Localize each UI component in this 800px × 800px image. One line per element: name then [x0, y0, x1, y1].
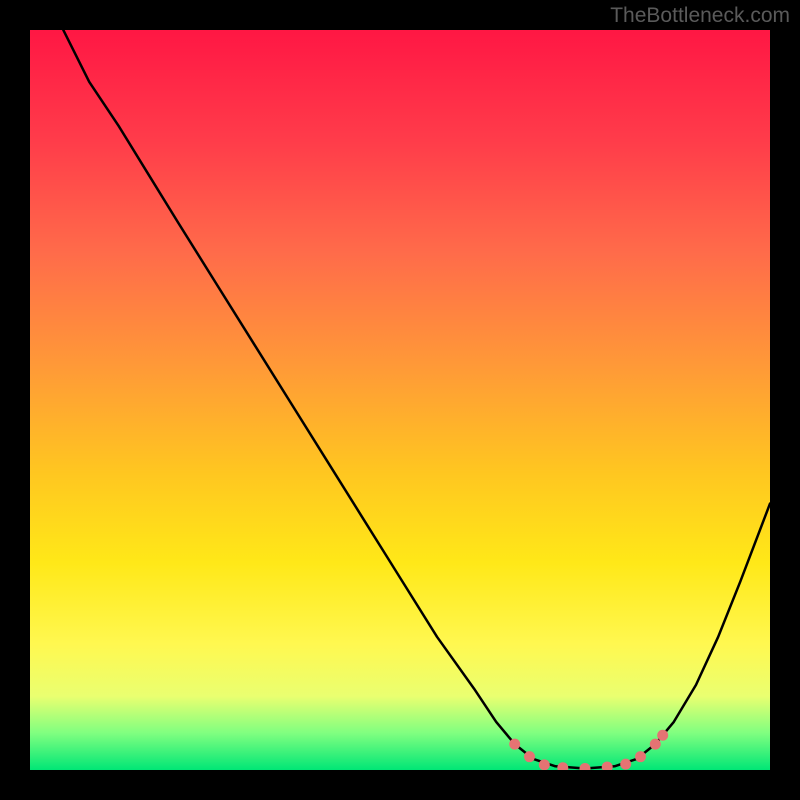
watermark-text: TheBottleneck.com: [610, 4, 790, 28]
curve-marker: [524, 751, 535, 762]
curve-marker: [557, 762, 568, 770]
curve-marker: [580, 763, 591, 770]
curve-marker: [620, 759, 631, 770]
curve-marker: [602, 762, 613, 770]
curve-marker: [635, 751, 646, 762]
bottleneck-curve: [30, 30, 770, 770]
curve-marker: [650, 739, 661, 750]
curve-marker: [539, 759, 550, 770]
plot-area: [30, 30, 770, 770]
curve-marker: [657, 730, 668, 741]
curve-marker: [509, 739, 520, 750]
